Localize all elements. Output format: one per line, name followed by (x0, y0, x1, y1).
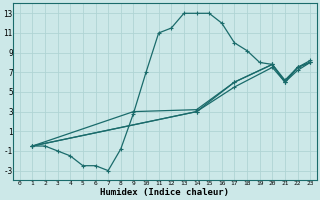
X-axis label: Humidex (Indice chaleur): Humidex (Indice chaleur) (100, 188, 229, 197)
